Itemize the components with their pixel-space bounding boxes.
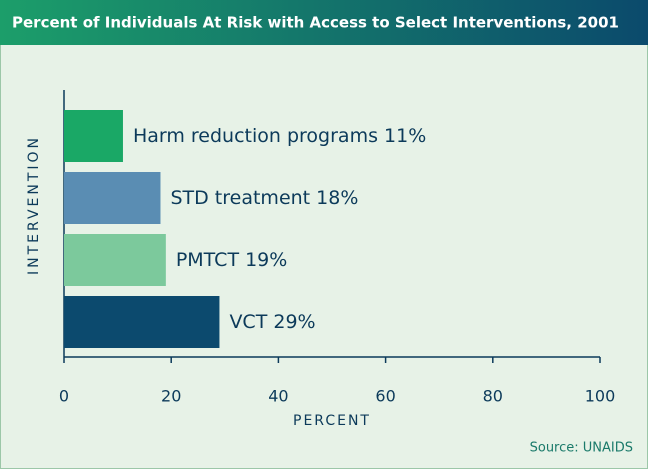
category-label: PMTCT [176,249,240,271]
bar [64,110,123,162]
x-tick-label: 0 [59,387,69,406]
x-axis-label: PERCENT [293,413,371,429]
x-tick-label: 100 [585,387,616,406]
category-label: Harm reduction programs [133,125,378,147]
chart-title: Percent of Individuals At Risk with Acce… [12,14,619,32]
value-label: 11% [384,125,426,147]
y-axis-label: INTERVENTION [26,135,42,275]
x-tick-label: 80 [483,387,503,406]
bar [64,172,161,224]
bar [64,296,220,348]
x-tick-label: 40 [268,387,288,406]
bar-label: VCT 29% [229,311,315,333]
bar-label: STD treatment 18% [170,187,358,209]
category-label: VCT [229,311,267,333]
value-label: 18% [316,187,358,209]
category-label: STD treatment [170,187,310,209]
bar [64,234,166,286]
value-label: 19% [245,249,287,271]
x-tick-label: 20 [161,387,181,406]
bar-label: PMTCT 19% [176,249,288,271]
bar-label: Harm reduction programs 11% [133,125,426,147]
value-label: 29% [273,311,315,333]
x-tick-label: 60 [375,387,395,406]
header [0,0,648,45]
source: Source: UNAIDS [530,441,633,456]
